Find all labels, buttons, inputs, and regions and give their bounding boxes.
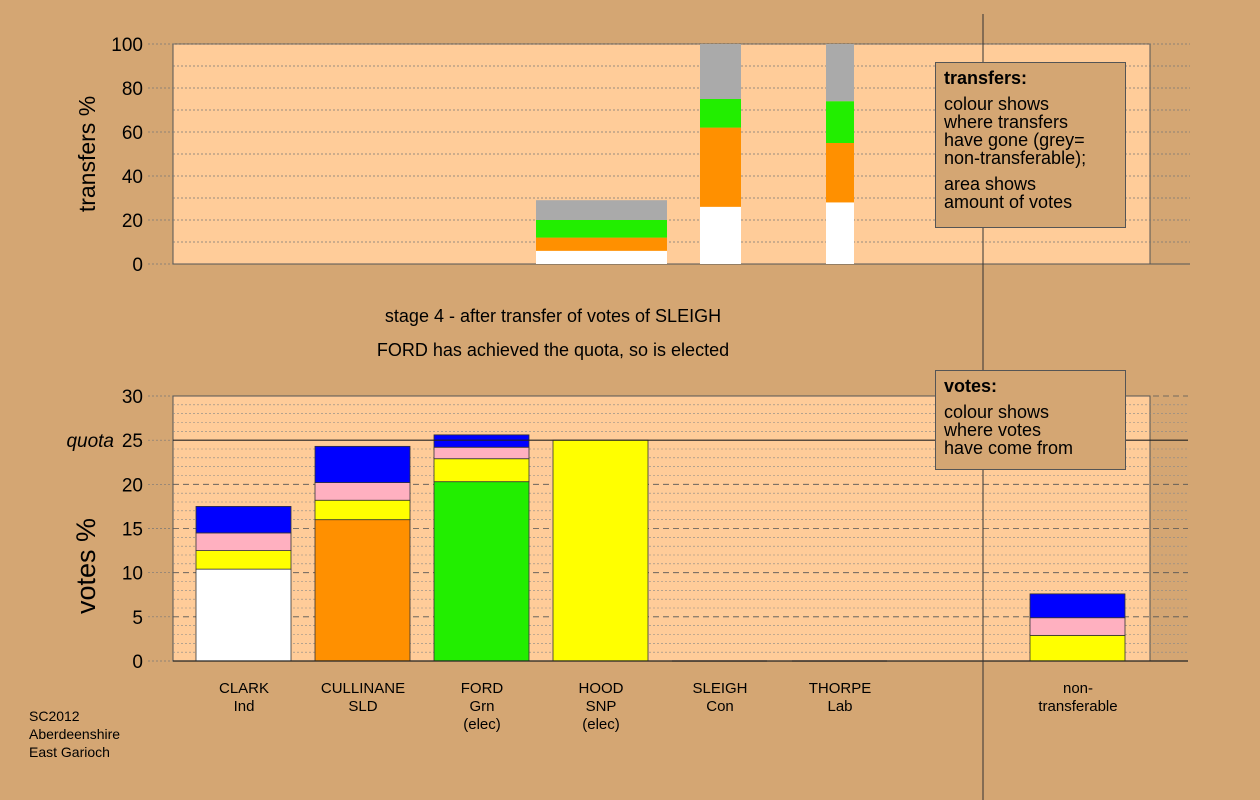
candidate-label: CULLINANE SLD — [298, 680, 428, 716]
legend-transfers-line: area shows — [944, 174, 1037, 194]
vote-bar-segment — [314, 519, 411, 662]
transfers-bar-segment — [826, 101, 854, 143]
candidate-status: (elec) — [582, 716, 620, 733]
source-label: SC2012 Aberdeenshire East Garioch — [29, 707, 120, 761]
transfers-axis-label: transfers % — [74, 96, 100, 212]
candidate-name: CULLINANE — [320, 680, 406, 697]
transfers-bar-segment — [826, 44, 854, 102]
legend-votes-line: colour shows — [944, 402, 1050, 422]
candidate-party: Lab — [827, 698, 853, 715]
source-line: SC2012 — [29, 708, 80, 724]
transfers-bar-segment — [536, 250, 667, 264]
candidate-status: (elec) — [463, 716, 501, 733]
vote-bar-segment — [1029, 593, 1126, 619]
legend-transfers-line: non-transferable); — [944, 148, 1087, 168]
legend-transfers-title: transfers: — [944, 68, 1028, 88]
votes-tick-label: 0 — [132, 652, 143, 673]
legend-transfers-line: where transfers — [944, 112, 1069, 132]
votes-tick-label: 5 — [132, 608, 143, 629]
candidate-party: Grn — [469, 698, 495, 715]
transfers-tick-label: 80 — [122, 79, 143, 100]
transfers-bar-segment — [536, 220, 667, 238]
transfers-bar-segment — [826, 143, 854, 203]
candidate-label: CLARK Ind — [179, 680, 309, 716]
candidate-label: non- transferable — [1013, 680, 1143, 716]
transfers-tick-label: 40 — [122, 167, 143, 188]
candidate-label: THORPE Lab — [775, 680, 905, 716]
transfers-tick-label: 100 — [111, 35, 143, 56]
candidate-party: Ind — [233, 698, 255, 715]
vote-bar-segment — [314, 482, 411, 501]
votes-axis-label: votes % — [71, 518, 101, 614]
legend-votes: votes: colour shows where votes have com… — [935, 370, 1126, 470]
legend-votes-title: votes: — [944, 376, 998, 396]
vote-bar-segment — [314, 445, 411, 483]
transfers-bar-segment — [536, 237, 667, 251]
source-line: East Garioch — [29, 744, 110, 760]
votes-tick-label: 25 — [122, 431, 143, 452]
candidate-name: HOOD — [578, 680, 624, 697]
legend-votes-line: where votes — [944, 420, 1042, 440]
transfers-tick-label: 60 — [122, 123, 143, 144]
transfers-bar-segment — [700, 127, 741, 207]
legend-transfers-line: have gone (grey= — [944, 130, 1085, 150]
candidate-name: THORPE — [808, 680, 872, 697]
legend-transfers-line: amount of votes — [944, 192, 1073, 212]
vote-bar-segment — [1029, 634, 1126, 662]
candidate-party: Con — [706, 698, 734, 715]
transfers-tick-label: 20 — [122, 211, 143, 232]
transfers-bar-segment — [700, 99, 741, 128]
votes-tick-label: 15 — [122, 520, 143, 541]
candidate-name: SLEIGH — [692, 680, 748, 697]
vote-bar-segment — [314, 499, 411, 521]
candidate-party: SLD — [348, 698, 378, 715]
quota-label: quota — [66, 431, 114, 452]
transfers-bar-segment — [536, 200, 667, 220]
candidate-label: SLEIGH Con — [655, 680, 785, 716]
vote-bar-segment — [433, 481, 530, 662]
vote-bar-segment — [195, 506, 292, 534]
legend-votes-line: have come from — [944, 438, 1074, 458]
candidate-name: CLARK — [218, 680, 270, 697]
candidate-name: non- — [1062, 680, 1094, 697]
candidate-label: FORD Grn (elec) — [417, 680, 547, 734]
vote-bar-segment — [195, 532, 292, 551]
votes-tick-label: 20 — [122, 475, 143, 496]
vote-bar-segment — [433, 446, 530, 460]
legend-transfers-line: colour shows — [944, 94, 1050, 114]
vote-bar-segment — [195, 550, 292, 570]
source-line: Aberdeenshire — [29, 726, 121, 742]
legend-transfers: transfers: colour shows where transfers … — [935, 62, 1126, 228]
candidate-label: HOOD SNP (elec) — [536, 680, 666, 734]
candidate-party: transferable — [1038, 698, 1118, 715]
votes-tick-label: 30 — [122, 387, 143, 408]
candidate-party: SNP — [585, 698, 617, 715]
candidate-name: FORD — [460, 680, 504, 697]
vote-bar-segment — [433, 458, 530, 483]
transfers-bar-segment — [826, 202, 854, 264]
transfers-bar-segment — [700, 206, 741, 264]
vote-bar-segment — [1029, 617, 1126, 636]
transfers-bar-segment — [700, 44, 741, 99]
transfers-tick-label: 0 — [132, 255, 143, 276]
chart-subtitle-stage: stage 4 - after transfer of votes of SLE… — [384, 306, 722, 326]
vote-bar-segment — [195, 568, 292, 662]
vote-bar-segment — [552, 439, 649, 662]
votes-tick-label: 10 — [122, 564, 143, 585]
vote-bar-segment — [433, 434, 530, 448]
chart-subtitle-elected: FORD has achieved the quota, so is elect… — [376, 340, 730, 360]
